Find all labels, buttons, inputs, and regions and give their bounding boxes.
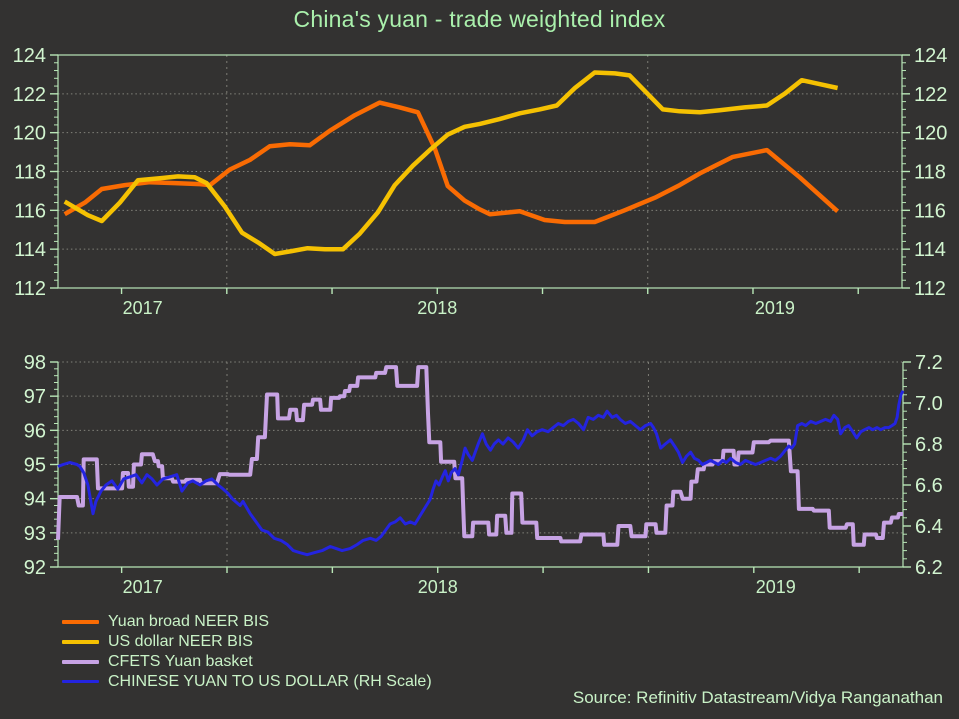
y-axis-tick-label: 112 [14,278,46,300]
x-axis-year-label: 2017 [123,298,163,318]
y-axis-tick-label: 94 [24,489,46,511]
y-axis-tick-label: 122 [914,84,947,106]
y-axis-tick-label: 92 [24,557,46,579]
x-axis-year-label: 2017 [123,577,163,597]
legend: Yuan broad NEER BIS US dollar NEER BIS C… [62,612,432,692]
y-axis-tick-label: 124 [914,45,947,67]
orange-line-swatch-icon [62,619,99,624]
y-axis-tick-label: 7.2 [915,352,943,374]
y-axis-tick-label: 116 [14,200,46,222]
legend-item: US dollar NEER BIS [62,632,432,651]
y-axis-tick-label: 6.8 [915,434,943,456]
legend-item: Yuan broad NEER BIS [62,612,432,631]
neer-panel-group: 112 114 116 118 120 122 124 112 114 116 118 120 122 1… [13,45,948,318]
y-axis-tick-label: 118 [14,162,46,184]
y-axis-tick-label: 95 [24,455,46,477]
source-note: Source: Refinitiv Datastream/Vidya Ranga… [572,688,943,707]
legend-item: CFETS Yuan basket [62,652,432,671]
series-line-yellow [63,70,839,257]
legend-label: CHINESE YUAN TO US DOLLAR (RH Scale) [108,673,432,690]
x-axis-year-label: 2019 [756,577,796,597]
y-axis-tick-label: 116 [914,200,946,222]
legend-label: Yuan broad NEER BIS [108,613,269,630]
legend-label: CFETS Yuan basket [108,653,253,670]
y-axis-tick-label: 120 [914,123,947,145]
y-axis-tick-label: 114 [914,239,946,261]
y-axis-tick-label: 93 [24,523,46,545]
y-axis-tick-label: 114 [14,239,46,261]
legend-label: US dollar NEER BIS [108,633,253,650]
x-axis-year-label: 2019 [755,298,795,318]
y-axis-tick-label: 96 [24,420,46,442]
y-axis-tick-label: 122 [13,84,46,106]
y-axis-tick-label: 98 [24,352,46,374]
series-line-blue [57,390,905,557]
y-axis-tick-label: 112 [914,278,946,300]
y-axis-tick-label: 6.2 [915,557,943,579]
x-axis-year-label: 2018 [418,577,458,597]
purple-line-swatch-icon [62,659,99,664]
x-axis-year-label: 2018 [417,298,457,318]
y-axis-tick-label: 118 [914,162,946,184]
series-line-purple [56,365,903,547]
y-axis-tick-label: 124 [13,45,46,67]
series-line-orange [63,100,840,225]
legend-item: CHINESE YUAN TO US DOLLAR (RH Scale) [62,672,432,691]
cfets-usdcny-panel-group: 92 93 94 95 96 97 98 6.2 6.4 6.6 6.8 7.0 7.2 2017 2018… [24,352,943,597]
blue-line-swatch-icon [62,680,99,683]
y-axis-tick-label: 6.4 [915,516,943,538]
y-axis-tick-label: 7.0 [915,393,943,415]
chart-title: China's yuan - trade weighted index [293,6,666,32]
y-axis-tick-label: 6.6 [915,475,943,497]
y-axis-tick-label: 97 [24,386,46,408]
y-axis-tick-label: 120 [13,123,46,145]
yellow-line-swatch-icon [62,639,99,644]
